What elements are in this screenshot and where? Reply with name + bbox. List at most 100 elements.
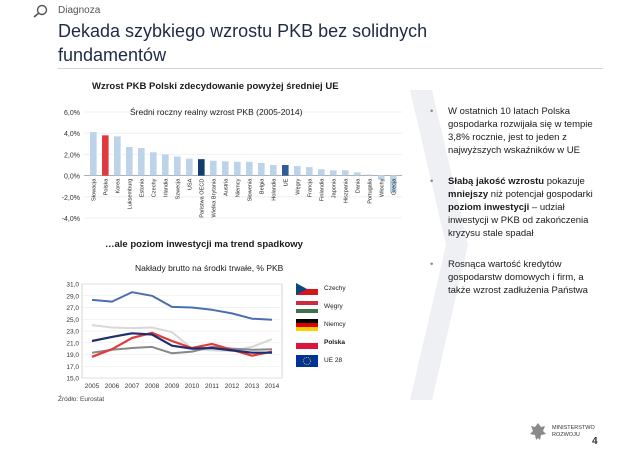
bullet-text: niż potencjał gospodarki [488,189,593,200]
bullet-item: • W ostatnich 10 latach Polska gospodarka… [430,105,600,157]
ministry-line1: MINISTERSTWO [552,425,595,431]
bar [318,169,325,176]
germany-flag-icon [296,319,318,331]
legend-label: Niemcy [324,320,346,328]
legend-label: Czechy [324,284,346,292]
x-tick-label: 2012 [225,383,240,390]
legend-item: Węgry [296,300,343,313]
bullet-text: pokazuje [544,176,585,187]
bar [186,158,193,176]
bar [282,165,289,176]
x-category-label: Korea [115,178,121,194]
x-category-label: Estonia [139,178,145,198]
x-category-label: Grecja [391,178,397,195]
legend-item: Polska [295,336,345,349]
chart2-legend: Czechy Węgry Niemcy Polska UE 28 [295,282,366,370]
bar [330,170,337,176]
bar [162,154,169,176]
x-category-label: Francja [307,178,313,198]
x-category-label: Portugalia [367,178,373,204]
x-category-label: Węgry [295,178,301,194]
x-category-label: Słowenia [247,178,253,202]
legend-flag [295,282,319,295]
bar [234,161,241,176]
x-category-label: Dania [355,178,361,194]
investment-line-chart: 15,0 17,0 19,0 21,0 23,0 25,0 27,0 29,0 31,0 2005… [66,282,283,390]
eu-flag-icon [296,355,318,367]
bar [390,175,397,193]
bar [378,175,385,180]
key-points-list: • W ostatnich 10 latach Polska gospodarka… [430,105,600,315]
bullet-dot: • [430,106,434,117]
bar [126,146,133,176]
poland-flag-icon [295,336,319,349]
x-category-label: UE [283,178,289,186]
bar [354,172,361,176]
ministry-logo-text: MINISTERSTWO ROZWOJU [552,425,595,439]
y-tick-label: 0,0% [64,174,80,181]
x-category-label: Czechy [151,178,157,197]
bullet-item: • Słabą jakość wzrostu pokazuje mniejszy … [430,175,600,240]
x-tick-label: 2005 [85,383,100,390]
bar [114,136,121,176]
y-tick-label: 6,0% [64,110,80,117]
y-tick-label: 21,0 [66,340,79,347]
bar [246,161,253,176]
bar [138,148,145,176]
bar [366,174,373,176]
bar [150,152,157,176]
bar [306,167,313,176]
x-category-label: Austria [223,178,229,196]
bar [294,166,301,176]
y-tick-label: 27,0 [66,305,79,312]
page-title: Dekada szybkiego wzrostu PKB bez solidny… [58,21,428,65]
bullet-text: mniejszy [448,189,489,200]
bullet-text: Rosnąca wartość kredytów gospodarstw dom… [448,259,588,296]
legend-label: UE 28 [324,356,343,364]
source-note: Źródło: Eurostat [58,396,105,403]
x-category-label: Irlandia [163,178,169,197]
czech-flag-icon [295,282,319,295]
x-category-label: Luksemburg [127,179,133,210]
legend-flag [296,318,318,331]
y-tick-label: 29,0 [66,293,79,300]
y-tick-label: 31,0 [66,282,79,289]
legend-item: Niemcy [296,318,346,331]
eagle-emblem-icon [530,423,546,440]
x-tick-label: 2014 [265,383,280,390]
chart2-subtitle: Nakłady brutto na środki trwałe, % PKB [135,263,284,273]
x-category-label: Polska [103,178,109,196]
bar [342,170,349,176]
x-category-label: USA [187,178,193,190]
bullet-dot: • [430,259,434,270]
bar [102,135,109,176]
bullet-text: Słabą jakość wzrostu [448,176,545,187]
y-tick-label: 25,0 [66,317,79,324]
bullet-text: – udział inwestycji w PKB od zakończenia… [448,202,589,239]
bar [210,160,217,176]
chart1-subtitle: Średni roczny realny wzrost PKB (2005-20… [130,107,303,117]
y-tick-label: 15,0 [66,376,79,383]
x-tick-label: 2011 [205,383,219,390]
x-tick-label: 2009 [165,383,180,390]
x-category-label: Belgia [259,178,265,194]
bar [258,162,265,176]
x-category-label: Hiszpania [343,178,349,203]
legend-flag [296,300,318,313]
ministry-line2: ROZWOJU [552,432,580,438]
legend-label: Polska [324,338,345,346]
series-line-czechy [91,291,273,321]
legend-flag [296,354,318,367]
gdp-growth-bar-chart: -4,0% -2,0% 0,0% 2,0% 4,0% 6,0% Słowacja Polska… [62,110,402,223]
legend-label: Węgry [324,302,343,310]
bullet-text: poziom inwestycji [448,202,530,213]
x-tick-label: 2010 [185,383,200,390]
y-tick-label: 4,0% [64,131,80,138]
bar [270,165,277,176]
bar [90,132,97,176]
title-divider [58,68,603,69]
x-tick-label: 2008 [145,383,160,390]
series-line-polska [91,331,273,358]
x-tick-label: 2006 [105,383,120,390]
series-line-ue-28 [91,332,272,354]
